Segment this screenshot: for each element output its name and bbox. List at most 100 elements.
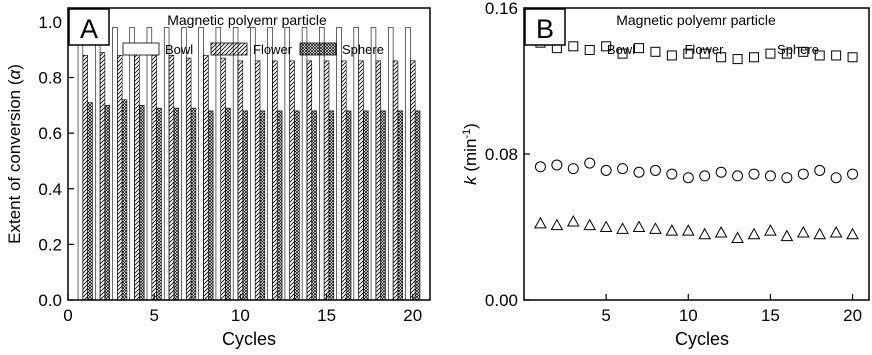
panel-b-point-sphere-cycle-17 [796, 225, 810, 238]
panel-a-bar-bowl-cycle-12 [267, 27, 273, 301]
panel-b-point-sphere-cycle-13 [731, 231, 744, 243]
panel-a-ticks: 0 5 10 15 20 0.0 0.2 0.4 0.6 0.8 1.0 [38, 13, 422, 325]
panel-b-point-bowl-cycle-6 [617, 48, 628, 59]
panel-b-point-sphere-cycle-2 [550, 218, 564, 231]
panel-a-bar-bowl-cycle-19 [388, 27, 394, 301]
panel-a-legend: Bowl Flower Sphere [122, 42, 384, 57]
panel-a-x-tick-label: 20 [403, 306, 422, 325]
panel-a-title: Magnetic polyemr particle [167, 12, 327, 28]
panel-b-point-sphere-cycle-3 [566, 214, 580, 227]
panel-b-x-tick-label: 5 [601, 306, 610, 325]
panel-b-point-flower-cycle-6 [617, 163, 629, 175]
panel-b-point-bowl-cycle-9 [666, 50, 677, 61]
panel-a-bar-flower-cycle-11 [254, 60, 261, 301]
panel-a-x-tick-label: 10 [231, 306, 250, 325]
panel-b-x-tick-label: 15 [761, 306, 780, 325]
panel-b-title: Magnetic polyemr particle [616, 12, 776, 28]
panel-b-point-bowl-cycle-14 [749, 52, 759, 63]
panel-a-bar-flower-cycle-2 [99, 52, 106, 301]
panel-b-point-bowl-cycle-15 [765, 48, 776, 59]
panel-b-point-bowl-cycle-7 [634, 43, 644, 54]
panel-a-bar-flower-cycle-6 [168, 54, 175, 301]
panel-a-legend-swatch-sphere [299, 42, 337, 56]
panel-a-bar-sphere-cycle-12 [276, 110, 283, 301]
panel-b-point-flower-cycle-16 [781, 172, 793, 184]
panel-a-bar-sphere-cycle-6 [173, 107, 179, 301]
panel-b-point-bowl-cycle-3 [568, 41, 579, 52]
panel-b-point-flower-cycle-19 [830, 172, 842, 184]
panel-a-bar-flower-cycle-9 [220, 57, 226, 301]
panel-a-bar-sphere-cycle-14 [311, 110, 317, 301]
panel-b-y-axis-label: k (min-1) [461, 123, 480, 185]
panel-a-y-tick-label: 0.4 [38, 180, 62, 199]
panel-b-letter-box [524, 8, 566, 46]
panel-a-bar-flower-cycle-20 [410, 60, 416, 301]
panel-b-point-flower-cycle-1 [534, 161, 546, 173]
panel-b-point-bowl-cycle-8 [650, 46, 661, 57]
panel-a-bar-sphere-cycle-16 [345, 110, 352, 301]
panel-a-bar-flower-cycle-16 [341, 60, 347, 301]
panel-a-bar-bowl-cycle-14 [301, 27, 308, 301]
panel-a-bar-bowl-cycle-8 [198, 27, 204, 301]
panel-a-bar-sphere-cycle-9 [225, 107, 231, 301]
panel-b-point-flower-cycle-5 [600, 164, 612, 176]
panel-a-bar-flower-cycle-13 [289, 60, 295, 301]
panel-a-bar-sphere-cycle-11 [259, 110, 266, 301]
panel-a-bar-flower-cycle-10 [237, 60, 244, 301]
panel-a-bar-flower-cycle-1 [82, 54, 88, 301]
panel-a-marks [77, 27, 421, 301]
panel-b-point-sphere-cycle-8 [649, 222, 662, 234]
panel-a-bar-flower-cycle-18 [375, 60, 381, 301]
panel-b-point-sphere-cycle-20 [846, 227, 859, 240]
panel-b-point-bowl-cycle-13 [732, 54, 743, 65]
panel-a-legend-label-flower: Flower [253, 42, 293, 57]
panel-a-y-tick-label: 0.2 [38, 235, 62, 254]
panel-a-bar-bowl-cycle-16 [336, 27, 342, 301]
panel-a-bar-flower-cycle-15 [323, 60, 330, 301]
panel-a-letter: A [80, 14, 98, 44]
panel-b-point-flower-cycle-8 [649, 164, 661, 176]
panel-b-point-bowl-cycle-19 [831, 50, 842, 61]
panel-b-point-sphere-cycle-11 [698, 227, 712, 240]
panel-a-bar-sphere-cycle-3 [121, 99, 128, 301]
panel-a-bar-sphere-cycle-18 [380, 110, 386, 301]
panel-a-y-tick-label: 1.0 [38, 13, 62, 32]
panel-b-point-bowl-cycle-5 [601, 41, 612, 52]
panel-b-legend: Bowl Flower Sphere [607, 42, 819, 57]
panel-a-bar-flower-cycle-14 [306, 60, 313, 301]
panel-a-bar-sphere-cycle-2 [104, 105, 110, 301]
panel-a-x-tick-label: 0 [63, 306, 72, 325]
panel-b-point-sphere-cycle-18 [813, 227, 827, 240]
panel-b-point-bowl-cycle-12 [716, 52, 727, 63]
panel-b-x-tick-label: 10 [679, 306, 698, 325]
panel-a-y-axis-label: Extent of conversion (α) [5, 64, 24, 244]
panel-a-bar-sphere-cycle-19 [397, 110, 404, 301]
panel-b-ticks: 5 10 15 20 0.00 0.08 0.16 [485, 0, 862, 325]
panel-a-bar-bowl-cycle-7 [181, 27, 187, 301]
panel-a-bar-bowl-cycle-9 [215, 27, 222, 301]
panel-a-bar-sphere-cycle-17 [363, 110, 369, 301]
panel-a-bar-sphere-cycle-4 [139, 105, 145, 301]
panel-b-point-flower-cycle-2 [551, 159, 563, 171]
panel-a-bar-bowl-cycle-3 [112, 27, 118, 301]
panel-b-point-flower-cycle-3 [567, 163, 579, 175]
panel-b-point-flower-cycle-4 [584, 157, 596, 169]
panel-b-point-flower-cycle-14 [748, 168, 760, 180]
panel-a-bar-sphere-cycle-15 [328, 110, 335, 301]
panel-a-bar-bowl-cycle-1 [77, 27, 84, 301]
panel-a-bar-flower-cycle-17 [358, 60, 364, 301]
panel-a-bar-sphere-cycle-8 [208, 110, 214, 301]
panel-b-point-flower-cycle-10 [682, 172, 694, 184]
panel-b-point-bowl-cycle-17 [798, 46, 809, 57]
panel-b-point-sphere-cycle-4 [583, 218, 597, 231]
panel-b-point-sphere-cycle-5 [599, 220, 613, 232]
panel-a-plot-frame [67, 7, 431, 301]
panel-a-x-axis-label: Cycles [222, 329, 276, 349]
panel-b-scatter-chart: 5 10 15 20 0.00 0.08 0.16 B Magnetic polyemr p… [461, 0, 870, 349]
panel-b-x-tick-label: 20 [843, 306, 862, 325]
panel-a-bar-sphere-cycle-5 [156, 107, 162, 301]
panel-b-point-sphere-cycle-15 [764, 224, 777, 236]
panel-b-x-axis-label: Cycles [675, 329, 729, 349]
